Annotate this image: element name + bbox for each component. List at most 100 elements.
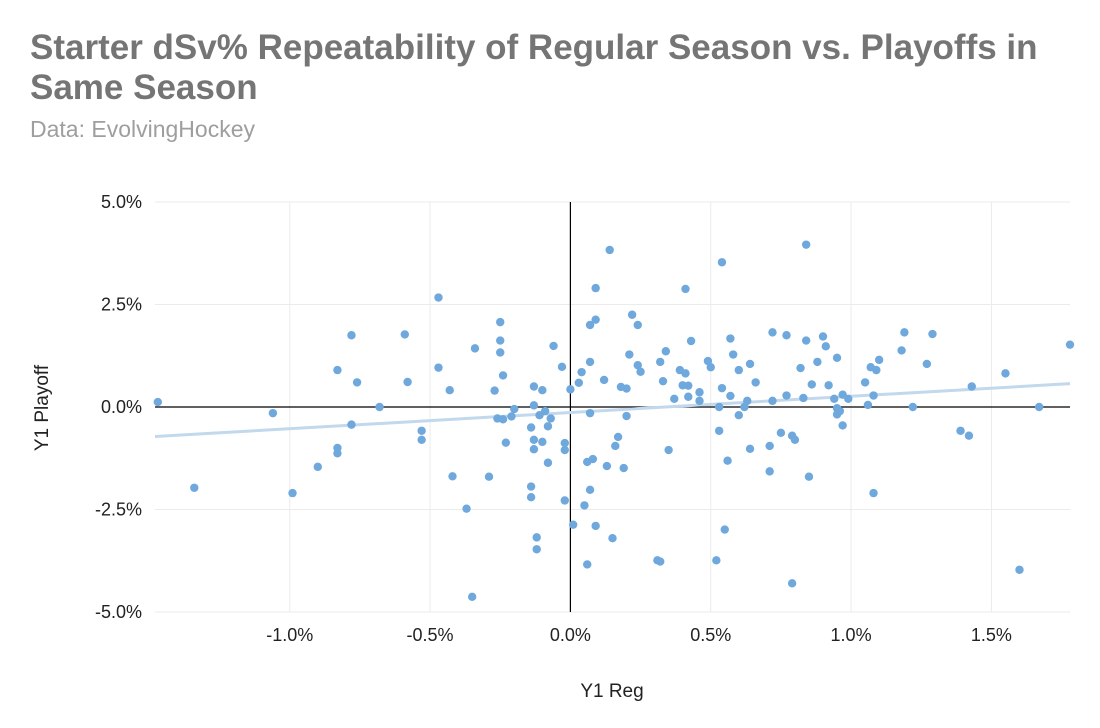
data-point	[967, 382, 976, 391]
data-point	[529, 382, 539, 391]
data-point	[821, 342, 831, 351]
data-point	[613, 432, 623, 442]
data-points	[153, 240, 1075, 602]
data-point	[726, 391, 735, 401]
data-point	[591, 521, 600, 531]
data-point	[588, 454, 598, 464]
data-point	[529, 401, 539, 410]
data-point	[633, 360, 642, 370]
data-point	[807, 380, 816, 389]
data-point	[434, 363, 443, 372]
data-point	[720, 525, 729, 534]
x-tick-labels: -1.0% -0.5% 0.0% 0.5% 1.0% 1.5%	[266, 625, 1012, 645]
data-point	[1001, 369, 1010, 378]
data-point	[313, 462, 322, 472]
data-point	[728, 350, 738, 359]
data-point	[496, 317, 505, 327]
data-point	[824, 381, 833, 390]
data-point	[863, 400, 873, 410]
data-point	[153, 397, 163, 407]
data-point	[717, 383, 727, 393]
data-point	[869, 488, 878, 498]
data-point	[498, 415, 508, 424]
y-tick-label: -2.5%	[95, 500, 142, 520]
data-point	[490, 386, 499, 395]
data-point	[627, 310, 637, 319]
data-point	[510, 404, 519, 414]
data-point	[695, 388, 704, 397]
data-point	[928, 329, 937, 339]
data-point	[445, 385, 454, 395]
data-point	[830, 394, 839, 403]
data-point	[526, 482, 536, 491]
data-point	[633, 320, 642, 330]
y-tick-label: 0.0%	[101, 397, 142, 417]
data-point	[288, 488, 297, 498]
data-point	[585, 320, 595, 330]
data-point	[790, 435, 800, 444]
data-point	[585, 485, 595, 495]
data-point	[681, 369, 690, 378]
x-axis-title: Y1 Reg	[580, 681, 643, 702]
chart-title: Starter dSv% Repeatability of Regular Se…	[30, 28, 1038, 107]
data-point	[507, 412, 516, 421]
data-point	[560, 445, 569, 455]
data-point	[799, 393, 808, 403]
data-point	[813, 357, 822, 367]
data-point	[695, 396, 704, 406]
data-point	[498, 371, 508, 380]
data-point	[574, 378, 584, 388]
data-point	[529, 445, 539, 454]
x-tick-label: 0.0%	[550, 625, 591, 645]
data-point	[656, 557, 665, 566]
data-point	[375, 402, 384, 412]
data-point	[636, 367, 645, 376]
data-point	[776, 428, 786, 438]
data-point	[872, 365, 881, 375]
data-point	[608, 534, 617, 543]
data-point	[860, 378, 870, 387]
data-point	[838, 421, 847, 430]
data-point	[591, 283, 600, 293]
data-point	[434, 293, 443, 302]
y-tick-label: -5.0%	[95, 602, 142, 622]
data-point	[583, 560, 592, 569]
data-point	[462, 504, 471, 513]
data-point	[417, 435, 426, 444]
data-point	[602, 461, 612, 471]
data-point	[897, 346, 906, 355]
data-point	[684, 392, 693, 401]
data-point	[569, 520, 578, 529]
data-point	[622, 384, 631, 393]
chart-subtitle: Data: EvolvingHockey	[30, 116, 255, 142]
data-point	[622, 411, 631, 421]
data-point	[745, 359, 755, 369]
data-point	[352, 378, 362, 387]
trendline	[154, 382, 1071, 439]
data-point	[333, 365, 342, 375]
data-point	[529, 435, 539, 444]
x-tick-label: 1.5%	[971, 625, 1012, 645]
data-point	[467, 592, 477, 602]
data-point	[538, 437, 547, 447]
data-point	[1034, 402, 1044, 412]
data-point	[333, 449, 342, 458]
data-point	[714, 426, 724, 435]
data-point	[540, 406, 550, 416]
data-point	[765, 467, 774, 476]
data-point	[611, 441, 620, 451]
data-point	[804, 472, 814, 481]
y-tick-label: 2.5%	[101, 295, 142, 315]
data-point	[712, 556, 721, 565]
data-point	[900, 328, 909, 337]
data-point	[1015, 565, 1024, 574]
data-point	[619, 463, 628, 473]
data-point	[496, 348, 505, 357]
data-point	[625, 350, 634, 359]
data-point	[768, 396, 777, 406]
data-point	[448, 472, 457, 481]
data-point	[681, 284, 690, 294]
data-point	[470, 344, 480, 353]
data-point	[743, 396, 752, 406]
